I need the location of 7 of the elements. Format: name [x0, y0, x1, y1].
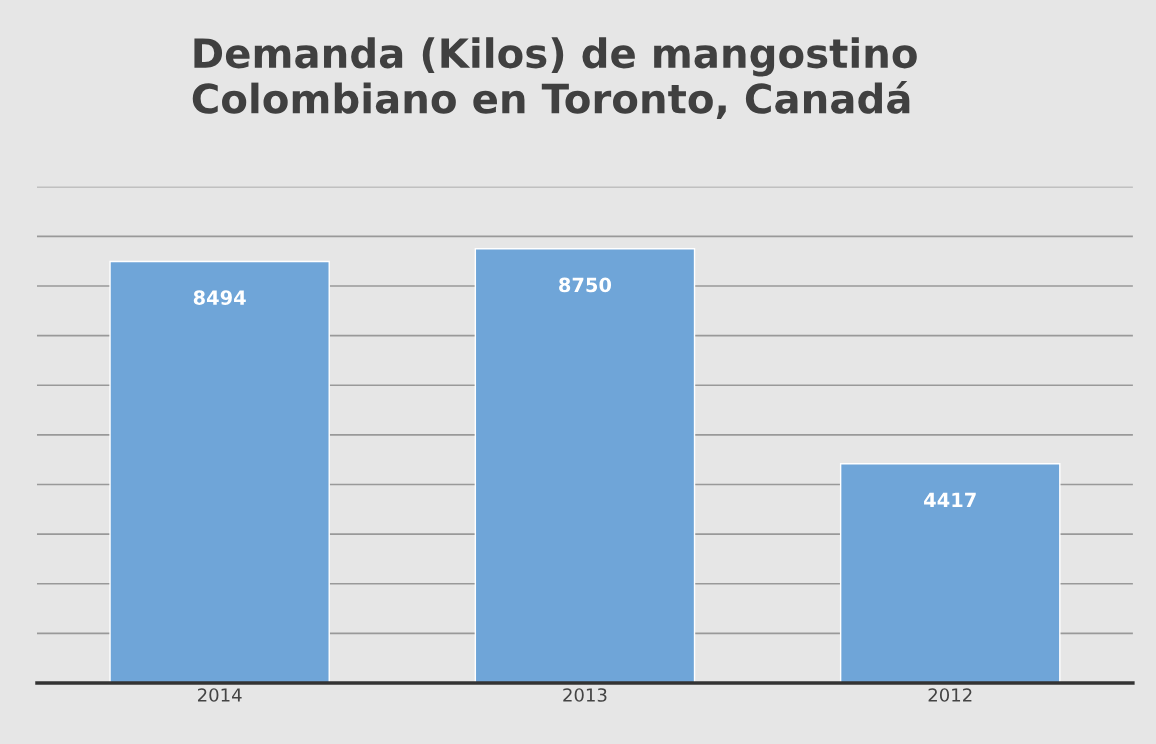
x-tick-label: 2012 [928, 688, 972, 702]
data-label: 8750 [559, 277, 612, 293]
chart-title: Demanda (Kilos) de mangostino Colombiano en Toronto, Canadá [192, 37, 917, 119]
x-tick-label: 2013 [563, 688, 607, 702]
x-tick-label: 2014 [197, 688, 242, 702]
data-label: 8494 [193, 290, 246, 305]
data-label: 4417 [924, 492, 976, 507]
